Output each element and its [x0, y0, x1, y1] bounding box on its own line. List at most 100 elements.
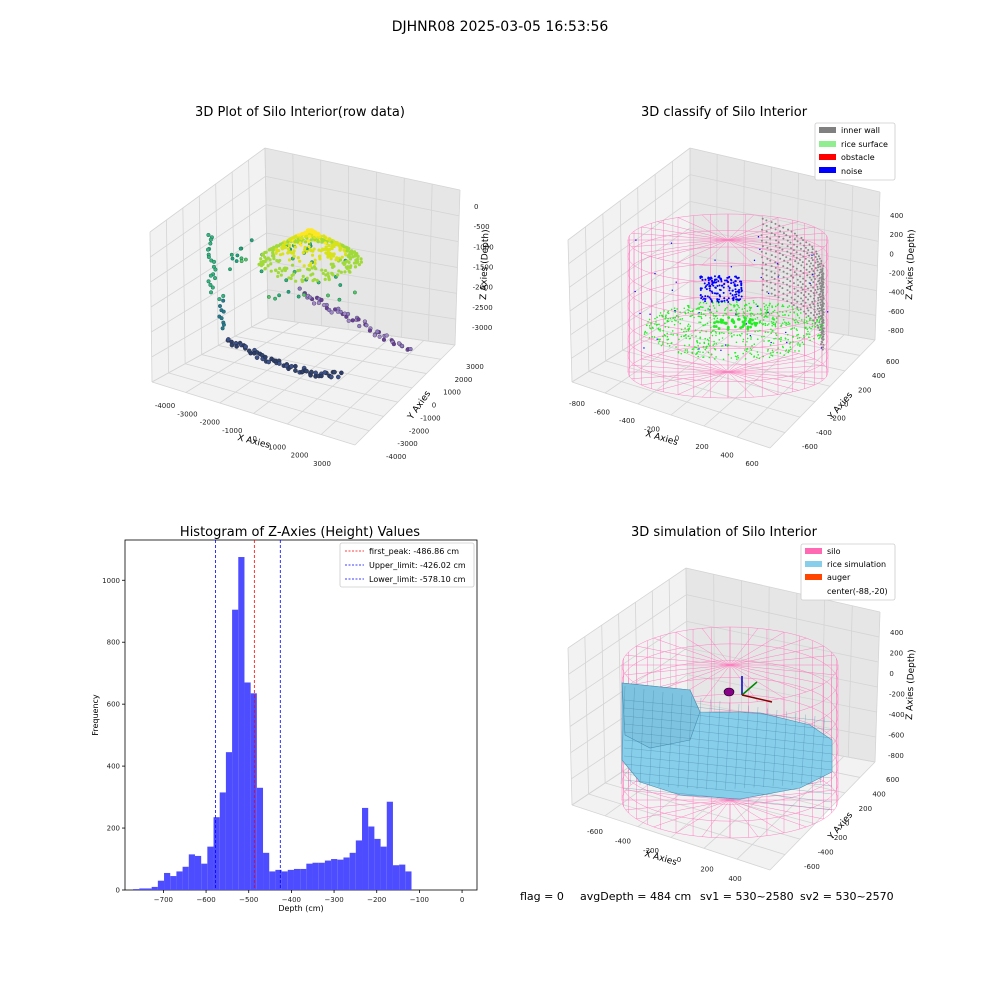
data-point: [714, 348, 717, 351]
data-point: [714, 330, 717, 333]
data-point: [674, 309, 676, 312]
sim-z-tick-label: -800: [888, 752, 904, 760]
silo-base-spoke: [641, 358, 729, 373]
classify-x-tick-label: -200: [644, 426, 660, 434]
data-point: [709, 278, 712, 281]
silo-base-spoke: [727, 346, 755, 373]
data-point: [275, 244, 279, 248]
data-point: [819, 282, 822, 285]
data-point: [792, 304, 795, 307]
data-point: [661, 315, 664, 318]
data-point: [803, 244, 806, 247]
data-point: [802, 272, 805, 275]
data-point: [781, 287, 784, 290]
sim-y-tick-label: 0: [845, 820, 849, 828]
data-point: [704, 295, 707, 298]
data-point: [769, 259, 772, 262]
data-point: [671, 320, 673, 323]
data-point: [781, 248, 784, 251]
data-point: [770, 312, 773, 315]
data-point: [708, 337, 711, 339]
data-point: [741, 332, 743, 335]
data-point: [776, 351, 778, 354]
rice-mesh-line: [658, 691, 664, 787]
data-point: [263, 354, 268, 360]
data-point: [737, 294, 740, 297]
data-point: [718, 332, 721, 335]
data-point: [288, 237, 292, 242]
silo-top-spoke: [727, 239, 815, 254]
data-point: [664, 326, 667, 328]
data-point: [760, 276, 762, 279]
data-point: [811, 259, 814, 262]
data-point: [806, 307, 809, 310]
data-point: [750, 349, 753, 351]
raw-x-tick-label: 2000: [291, 452, 309, 460]
data-point: [305, 276, 309, 280]
data-point: [760, 250, 763, 253]
data-point: [793, 238, 796, 241]
data-point: [796, 306, 799, 309]
legend-label-noise: noise: [841, 167, 862, 176]
legend-label-inner-wall: inner wall: [841, 126, 880, 135]
data-point: [782, 346, 784, 349]
data-point: [794, 293, 797, 296]
data-point: [699, 331, 701, 334]
data-point: [308, 264, 313, 268]
data-point: [790, 328, 792, 330]
histogram-bars: [133, 557, 412, 890]
data-point: [789, 311, 792, 314]
data-point: [737, 299, 740, 302]
data-point: [784, 337, 787, 339]
data-point: [664, 318, 666, 320]
silo-base-spoke: [727, 371, 755, 398]
data-point: [778, 279, 781, 282]
data-point: [772, 351, 774, 354]
data-point: [259, 260, 263, 264]
data-point: [793, 271, 796, 274]
data-point: [818, 312, 821, 315]
data-point: [337, 297, 342, 302]
data-point: [798, 317, 801, 319]
data-point: [816, 258, 819, 261]
classify-z-tick-label: -600: [888, 308, 904, 316]
data-point: [718, 304, 721, 307]
x-tick-label: −100: [410, 896, 429, 904]
data-point: [292, 249, 296, 253]
data-point: [259, 264, 264, 268]
histogram-bar: [343, 857, 350, 890]
rice-mesh-line: [623, 755, 833, 779]
data-point: [725, 313, 728, 315]
data-point: [786, 294, 789, 297]
data-point: [698, 308, 700, 310]
data-point: [772, 310, 774, 313]
data-point: [657, 338, 660, 341]
data-point: [266, 359, 272, 365]
raw-x-tick-label: 0: [252, 435, 256, 443]
data-point: [698, 321, 700, 323]
silo-top-spoke: [729, 664, 759, 702]
data-point: [778, 314, 780, 317]
data-point: [684, 351, 686, 354]
gridline: [567, 147, 691, 241]
data-point: [788, 236, 791, 239]
data-point: [760, 234, 763, 237]
data-point: [316, 300, 321, 306]
data-point: [795, 256, 798, 259]
data-point: [738, 312, 740, 315]
data-point: [774, 222, 777, 225]
data-point: [339, 370, 344, 376]
x-tick-label: −700: [154, 896, 173, 904]
data-point: [709, 326, 712, 329]
data-point: [809, 295, 812, 298]
data-point: [788, 323, 791, 325]
data-point: [766, 257, 769, 260]
data-point: [796, 334, 798, 336]
data-point: [359, 260, 364, 264]
data-point: [814, 266, 817, 269]
data-point: [764, 322, 767, 325]
sim-z-tick-label: -400: [889, 711, 905, 719]
data-point: [350, 252, 354, 256]
panel-raw-gridlines: [149, 147, 461, 446]
panel-classify-title: 3D classify of Silo Interior: [641, 105, 808, 120]
